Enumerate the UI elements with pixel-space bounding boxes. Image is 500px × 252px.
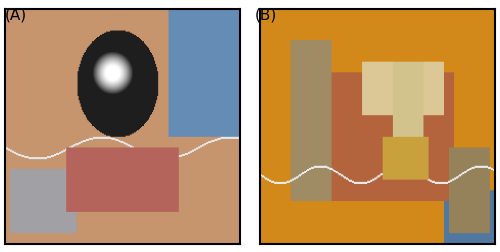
Text: (A): (A) bbox=[5, 8, 27, 22]
Text: (B): (B) bbox=[255, 8, 277, 22]
